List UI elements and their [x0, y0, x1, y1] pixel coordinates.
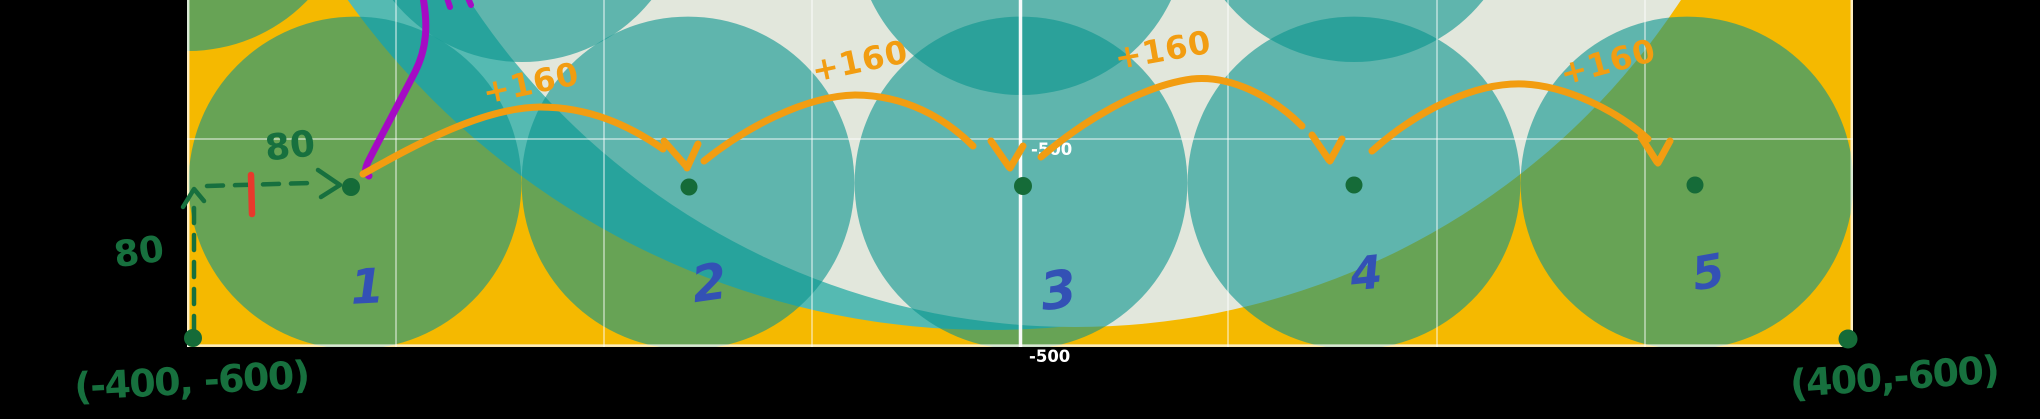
circle-number-1: 1 — [349, 258, 385, 316]
corner-label-right: (400,-600) — [1789, 348, 2000, 406]
corner-dot-right — [1838, 329, 1858, 349]
center-dot-2 — [680, 178, 698, 196]
center-dot-5 — [1686, 176, 1704, 194]
circle-number-3: 3 — [1036, 259, 1080, 323]
offset-label-left: 80 — [111, 229, 166, 277]
pattern-circle-5 — [1520, 16, 1853, 347]
hop-arc-3 — [1037, 75, 1306, 161]
gridline-value-bottom: -500 — [1029, 347, 1070, 366]
offset-label-top: 80 — [263, 123, 317, 169]
dashed-line-horizontal — [204, 180, 313, 189]
marker-dots — [184, 176, 1858, 349]
purple-stroke-fragment — [444, 0, 453, 10]
arrowhead-icon — [660, 137, 702, 172]
purple-stroke-fragment — [465, 0, 474, 8]
center-dot-3 — [1014, 177, 1032, 195]
hop-arc-2 — [700, 91, 977, 165]
hop-arrows — [359, 75, 1674, 178]
circle-number-2: 2 — [688, 252, 731, 314]
arrowhead-icon — [1637, 133, 1674, 167]
hop-arc-4 — [1368, 80, 1652, 155]
red-tick-mark — [247, 171, 256, 218]
center-dot-1 — [342, 178, 360, 196]
offset-annotations: 80 80 — [111, 123, 343, 333]
corner-label-left: (-400, -600) — [73, 353, 310, 409]
canvas-artwork — [187, 0, 1853, 347]
upper-circle — [392, 0, 652, 62]
arrowhead-right-icon — [315, 167, 343, 200]
corner-dot-left — [184, 329, 202, 347]
hop-arc-1 — [359, 103, 667, 178]
arrowhead-icon — [1308, 131, 1346, 165]
arrowhead-icon — [987, 137, 1027, 172]
circle-number-4: 4 — [1346, 244, 1384, 301]
upper-circle — [187, 0, 308, 51]
center-dot-4 — [1345, 176, 1363, 194]
arrowhead-up-icon — [180, 186, 207, 210]
